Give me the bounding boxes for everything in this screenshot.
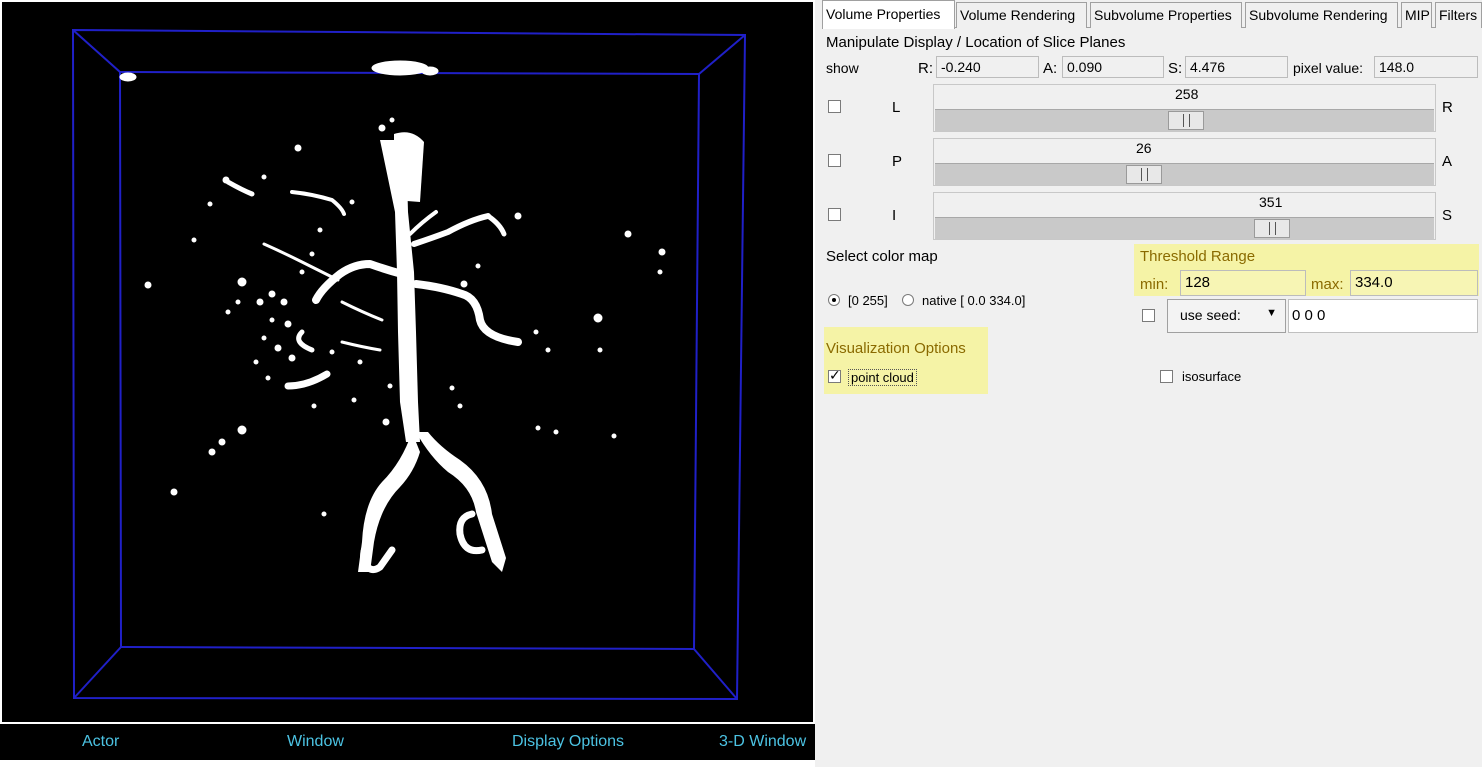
color-map-title: Select color map <box>826 248 938 265</box>
show-p-checkbox[interactable] <box>828 154 841 167</box>
tab-bar: Volume Properties Volume Rendering Subvo… <box>822 0 1482 29</box>
threshold-min-input[interactable]: 128 <box>1180 270 1306 296</box>
visualization-options-title: Visualization Options <box>826 340 966 357</box>
bounding-box <box>71 28 747 701</box>
slice-planes-title: Manipulate Display / Location of Slice P… <box>826 34 1126 51</box>
s-coordinate-field: 4.476 <box>1185 56 1288 78</box>
color-map-0-255-radio[interactable] <box>828 294 840 306</box>
show-i-checkbox[interactable] <box>828 208 841 221</box>
point-cloud-label[interactable]: point cloud <box>848 369 917 386</box>
p-a-slider-value: 26 <box>1136 140 1152 156</box>
color-map-native-radio[interactable] <box>902 294 914 306</box>
pixel-value-label: pixel value: <box>1293 60 1364 76</box>
i-s-slider[interactable]: 351 <box>933 192 1436 240</box>
tab-volume-properties[interactable]: Volume Properties <box>822 0 955 29</box>
slider-left-label-l: L <box>892 99 901 116</box>
show-label: show <box>826 60 859 76</box>
a-coordinate-field: 0.090 <box>1062 56 1164 78</box>
threshold-max-input[interactable]: 334.0 <box>1350 270 1478 296</box>
tab-subvolume-rendering[interactable]: Subvolume Rendering <box>1245 2 1398 28</box>
tab-filters[interactable]: Filters <box>1435 2 1482 28</box>
visualization-highlight <box>824 327 988 394</box>
a-label: A: <box>1043 60 1058 77</box>
use-seed-dropdown-label: use seed: <box>1180 307 1241 323</box>
chevron-down-icon: ▼ <box>1266 307 1277 319</box>
threshold-max-label: max: <box>1311 276 1344 293</box>
color-map-native-label[interactable]: native [ 0.0 334.0] <box>922 293 1026 308</box>
use-seed-dropdown[interactable]: use seed: ▼ <box>1167 299 1286 333</box>
volume-render-svg <box>71 28 747 701</box>
tab-volume-rendering[interactable]: Volume Rendering <box>956 2 1087 28</box>
p-a-slider-thumb[interactable] <box>1126 165 1162 184</box>
r-coordinate-field: -0.240 <box>936 56 1039 78</box>
slider-right-label-r: R <box>1442 99 1453 116</box>
point-cloud <box>119 60 666 574</box>
i-s-slider-groove <box>935 217 1434 239</box>
control-panel: Volume Properties Volume Rendering Subvo… <box>818 0 1482 767</box>
viewer-bottom-bar: Actor Window Display Options 3-D Window <box>0 724 815 760</box>
i-s-slider-value: 351 <box>1259 194 1283 210</box>
l-r-slider-value: 258 <box>1175 86 1199 102</box>
tab-subvolume-properties[interactable]: Subvolume Properties <box>1090 2 1242 28</box>
render-3d-viewport[interactable] <box>2 2 813 722</box>
isosurface-checkbox[interactable] <box>1160 370 1173 383</box>
p-a-slider[interactable]: 26 <box>933 138 1436 186</box>
actor-menu[interactable]: Actor <box>82 733 120 750</box>
tab-mip[interactable]: MIP <box>1401 2 1432 28</box>
checkmark-icon: ✓ <box>829 367 841 383</box>
window-menu[interactable]: Window <box>287 733 344 750</box>
s-label: S: <box>1168 60 1183 77</box>
threshold-title: Threshold Range <box>1140 248 1256 265</box>
use-seed-checkbox[interactable] <box>1142 309 1155 322</box>
slider-right-label-a: A <box>1442 153 1453 170</box>
i-s-slider-thumb[interactable] <box>1254 219 1290 238</box>
viewer-panel: Actor Window Display Options 3-D Window <box>0 0 815 767</box>
r-label: R: <box>918 60 933 77</box>
l-r-slider-thumb[interactable] <box>1168 111 1204 130</box>
color-map-0-255-label[interactable]: [0 255] <box>848 293 888 308</box>
slider-left-label-i: I <box>892 207 897 224</box>
three-d-window-menu[interactable]: 3-D Window <box>719 733 807 750</box>
p-a-slider-groove <box>935 163 1434 185</box>
isosurface-label[interactable]: isosurface <box>1182 369 1242 384</box>
threshold-min-label: min: <box>1140 276 1169 293</box>
seed-coordinates-input[interactable]: 0 0 0 <box>1288 299 1478 333</box>
point-cloud-checkbox[interactable]: ✓ <box>828 367 841 383</box>
l-r-slider[interactable]: 258 <box>933 84 1436 132</box>
pixel-value-field: 148.0 <box>1374 56 1478 78</box>
slider-right-label-s: S <box>1442 207 1453 224</box>
display-options-menu[interactable]: Display Options <box>512 733 625 750</box>
show-l-checkbox[interactable] <box>828 100 841 113</box>
slider-left-label-p: P <box>892 153 903 170</box>
